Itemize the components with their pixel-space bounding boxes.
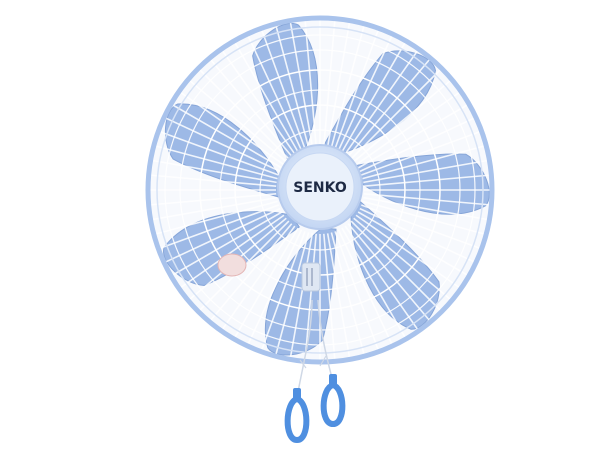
grille-spoke bbox=[344, 48, 420, 155]
grille-spoke bbox=[363, 193, 490, 206]
grille-spoke bbox=[337, 229, 394, 347]
grille-inner-ring bbox=[156, 26, 484, 354]
grille-rim bbox=[145, 15, 495, 365]
grille-spoke bbox=[220, 48, 296, 155]
grille-spoke bbox=[359, 116, 477, 173]
grille-spoke bbox=[330, 23, 366, 148]
grille-spoke bbox=[233, 227, 299, 340]
grille-ring bbox=[164, 34, 476, 346]
grille-spoke bbox=[150, 196, 277, 221]
grille-spoke bbox=[208, 223, 293, 323]
warning-sticker bbox=[217, 253, 247, 277]
grille-spoke bbox=[150, 174, 277, 187]
grille-spoke bbox=[163, 116, 281, 173]
grille-spoke bbox=[357, 211, 470, 277]
control-module bbox=[301, 262, 321, 292]
grille-spoke bbox=[158, 130, 279, 176]
grille-spoke bbox=[347, 57, 432, 157]
grille-spoke bbox=[326, 20, 351, 147]
grille-spoke bbox=[150, 193, 277, 206]
grille-spoke bbox=[208, 57, 293, 157]
grille-spoke bbox=[361, 204, 482, 250]
grille-spoke bbox=[158, 204, 279, 250]
pull-ring-icon[interactable] bbox=[320, 374, 346, 428]
grille-mid-ring bbox=[199, 69, 441, 311]
grille-spoke bbox=[350, 67, 443, 160]
grille-spoke bbox=[233, 40, 299, 153]
grille-spoke bbox=[246, 229, 303, 347]
grille-spoke bbox=[289, 233, 314, 360]
grille-spoke bbox=[153, 200, 278, 236]
grille-spoke bbox=[163, 207, 281, 264]
grille-spoke bbox=[323, 20, 336, 147]
grille-spoke bbox=[355, 90, 462, 166]
grille-spoke bbox=[187, 78, 287, 163]
grille-spoke bbox=[304, 233, 317, 360]
grille-spoke bbox=[355, 214, 462, 290]
grille-spoke bbox=[326, 233, 351, 360]
grille-spoke bbox=[260, 28, 306, 149]
grille-spoke bbox=[330, 232, 366, 357]
grille-spoke bbox=[350, 220, 443, 313]
grille-spoke bbox=[323, 233, 336, 360]
grille-spoke bbox=[197, 67, 290, 160]
grille-spoke bbox=[220, 225, 296, 332]
grille-spoke bbox=[362, 144, 487, 180]
grille-spoke bbox=[274, 232, 310, 357]
fan-blade-icon bbox=[354, 153, 490, 215]
grille-spoke bbox=[344, 225, 420, 332]
grille-spoke bbox=[357, 103, 470, 169]
fan-blade-icon bbox=[264, 227, 337, 356]
grille-spoke bbox=[347, 223, 432, 323]
grille-spoke bbox=[334, 231, 380, 352]
grille-spoke bbox=[178, 214, 285, 290]
grille-spoke bbox=[363, 159, 490, 184]
grille-spoke bbox=[246, 33, 303, 151]
grille-spoke bbox=[353, 78, 453, 163]
hub-badge bbox=[285, 152, 355, 222]
grille-wires bbox=[150, 20, 490, 360]
grille-spoke bbox=[170, 211, 283, 277]
grille-spoke bbox=[361, 130, 482, 176]
grille-spoke bbox=[334, 28, 380, 149]
grille-spoke bbox=[363, 174, 490, 187]
grille-ring bbox=[179, 49, 461, 331]
pull-cords bbox=[297, 299, 333, 393]
grille-spoke bbox=[304, 20, 317, 147]
grille-spoke bbox=[353, 217, 453, 302]
grille-spoke bbox=[289, 20, 314, 147]
grille-spoke bbox=[337, 33, 394, 151]
grille-spoke bbox=[150, 159, 277, 184]
grille-spoke bbox=[359, 207, 477, 264]
grille-spoke bbox=[153, 144, 278, 180]
grille-spoke bbox=[341, 40, 407, 153]
grille-spoke bbox=[362, 200, 487, 236]
grille-spoke bbox=[178, 90, 285, 166]
grille-spoke bbox=[260, 231, 306, 352]
pull-ring-icon[interactable] bbox=[284, 388, 310, 444]
grille-spoke bbox=[170, 103, 283, 169]
grille-spoke bbox=[274, 23, 310, 148]
grille-ring bbox=[259, 129, 381, 251]
brand-logo: SENKO bbox=[293, 180, 347, 196]
grille-spoke bbox=[341, 227, 407, 340]
grille-spoke bbox=[363, 196, 490, 221]
fan-blade-icon bbox=[321, 50, 437, 156]
